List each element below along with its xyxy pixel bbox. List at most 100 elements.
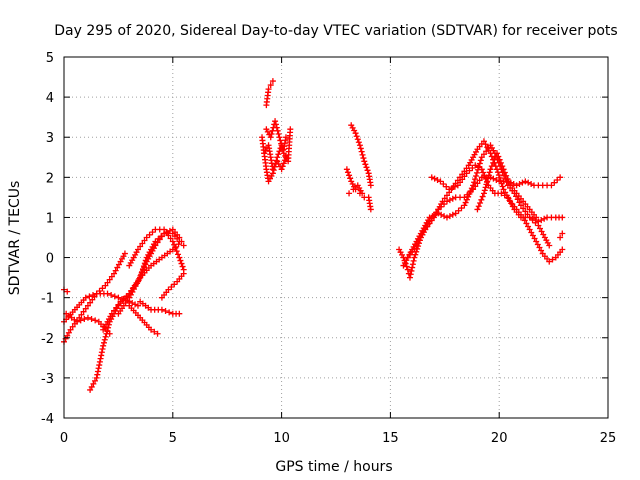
- data-point: [111, 293, 118, 300]
- data-point: [143, 234, 150, 241]
- data-point: [344, 169, 351, 176]
- data-point: [528, 181, 535, 188]
- data-point: [412, 251, 419, 258]
- data-segment: [557, 230, 566, 241]
- data-point: [537, 225, 543, 232]
- grid-lines: [64, 57, 608, 418]
- data-point: [443, 192, 450, 199]
- data-point: [175, 241, 182, 248]
- y-tick-label: 5: [46, 51, 54, 66]
- data-point: [274, 127, 281, 134]
- data-point: [480, 151, 487, 158]
- data-point: [169, 246, 176, 253]
- data-point: [362, 161, 369, 168]
- data-point: [424, 223, 431, 230]
- data-point: [134, 302, 141, 309]
- data-segment: [263, 118, 294, 165]
- data-point: [523, 220, 530, 227]
- data-point: [280, 160, 287, 167]
- data-point: [99, 346, 106, 353]
- data-point: [480, 169, 487, 176]
- data-point: [431, 175, 438, 182]
- data-point: [510, 181, 517, 188]
- data-point: [120, 296, 127, 303]
- data-point: [279, 163, 286, 170]
- data-segment: [126, 302, 161, 337]
- data-point: [451, 183, 458, 190]
- data-point: [488, 163, 495, 170]
- data-point: [452, 210, 459, 217]
- data-point: [154, 239, 161, 246]
- data-point: [139, 240, 146, 247]
- data-point: [275, 131, 282, 138]
- data-point: [363, 164, 370, 171]
- data-point: [346, 172, 353, 179]
- data-point: [94, 368, 101, 375]
- data-point: [161, 226, 168, 233]
- data-point: [535, 218, 542, 225]
- data-point: [524, 211, 531, 218]
- data-segment: [404, 138, 566, 265]
- y-axis-label: SDTVAR / TECUs: [7, 181, 23, 296]
- data-point: [504, 194, 511, 201]
- data-point: [477, 200, 484, 207]
- data-point: [498, 180, 505, 187]
- data-point: [491, 156, 498, 163]
- data-point: [176, 254, 183, 261]
- data-point: [497, 159, 504, 166]
- data-point: [536, 244, 543, 251]
- data-point: [350, 186, 357, 193]
- data-point: [129, 300, 136, 307]
- data-point: [446, 213, 453, 220]
- data-point: [428, 174, 435, 181]
- y-tick-label: 0: [46, 252, 54, 267]
- data-point: [506, 197, 513, 204]
- data-point: [88, 316, 95, 323]
- data-point: [268, 131, 275, 138]
- plot-frame: [63, 56, 609, 419]
- data-point: [278, 140, 285, 147]
- data-segment: [158, 270, 187, 301]
- data-point: [499, 163, 506, 170]
- data-segment: [346, 182, 366, 197]
- data-point: [428, 217, 435, 224]
- data-point: [487, 150, 494, 157]
- data-point: [267, 134, 274, 141]
- data-point: [98, 349, 105, 356]
- data-point: [152, 242, 159, 249]
- data-point: [478, 196, 485, 203]
- data-point: [446, 186, 453, 193]
- data-point: [494, 166, 501, 173]
- data-point: [123, 293, 130, 300]
- data-point: [406, 274, 413, 281]
- data-point: [495, 172, 502, 179]
- data-point: [80, 308, 87, 315]
- data-point: [115, 294, 122, 301]
- data-point: [508, 200, 515, 207]
- data-point: [104, 279, 111, 286]
- data-point: [443, 214, 450, 221]
- data-point: [279, 143, 286, 150]
- data-point: [168, 283, 175, 290]
- data-point: [96, 362, 103, 369]
- data-point: [548, 182, 555, 189]
- data-point: [531, 235, 538, 242]
- data-point: [457, 179, 464, 186]
- data-point: [265, 86, 272, 93]
- x-tick-label: 20: [491, 431, 508, 446]
- data-point: [65, 329, 72, 336]
- data-point: [443, 183, 450, 190]
- data-point: [474, 180, 481, 187]
- data-point: [169, 238, 176, 245]
- data-point: [267, 82, 274, 89]
- data-point: [82, 294, 89, 301]
- data-point: [509, 203, 516, 210]
- data-segment: [61, 286, 71, 295]
- y-tick-labels: -4 -3 -2 -1 0 1 2 3 4 5: [41, 51, 54, 427]
- data-point: [538, 217, 545, 224]
- data-point: [482, 141, 489, 148]
- data-point: [146, 231, 153, 238]
- data-point: [516, 181, 523, 188]
- data-point: [364, 167, 371, 174]
- data-point: [163, 229, 170, 236]
